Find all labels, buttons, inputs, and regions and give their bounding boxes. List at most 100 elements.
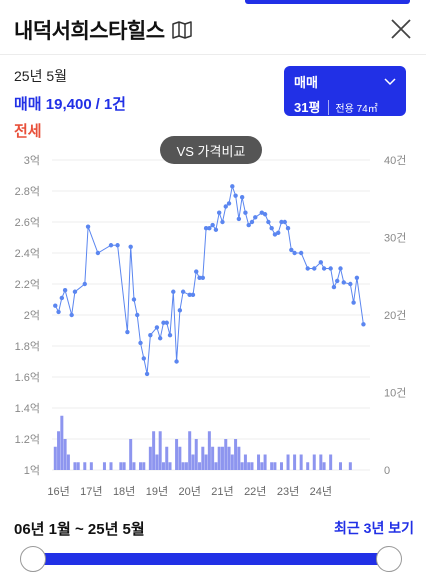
price-point xyxy=(210,222,215,228)
price-point xyxy=(226,201,232,206)
volume-bar xyxy=(214,462,218,470)
price-point xyxy=(125,329,130,335)
price-point xyxy=(161,320,166,325)
price-point xyxy=(246,222,251,228)
volume-bar xyxy=(129,439,133,470)
price-point xyxy=(249,219,255,225)
y-left-tick-label: 1.2억 xyxy=(15,433,40,446)
volume-bar xyxy=(175,439,179,470)
volume-bar xyxy=(155,454,159,470)
price-point xyxy=(220,219,225,225)
volume-bar xyxy=(270,462,274,470)
price-point xyxy=(285,226,291,231)
volume-bar xyxy=(322,462,326,470)
map-icon[interactable] xyxy=(171,21,192,39)
selected-date: 25년 5월 xyxy=(14,68,68,84)
volume-bar xyxy=(60,415,64,470)
price-point xyxy=(233,193,238,198)
price-point xyxy=(53,303,58,308)
volume-bar xyxy=(57,431,61,470)
vs-compare-button[interactable]: VS 가격비교 xyxy=(160,136,262,164)
price-point xyxy=(276,230,281,236)
price-point xyxy=(187,292,192,298)
area-type-selector[interactable]: 매매 31평 전용 74㎡ xyxy=(284,66,406,116)
price-point xyxy=(341,280,346,285)
range-slider-start-handle[interactable] xyxy=(20,546,46,572)
range-slider-track[interactable] xyxy=(32,553,388,565)
volume-bar xyxy=(348,462,352,470)
y-left-tick-label: 1.6억 xyxy=(15,371,40,384)
price-point xyxy=(259,210,265,215)
price-point xyxy=(272,232,278,237)
y-left-tick-label: 1.8억 xyxy=(15,340,40,353)
volume-bar xyxy=(76,462,80,470)
price-point xyxy=(164,320,169,325)
volume-bar xyxy=(89,462,93,470)
price-point xyxy=(239,195,245,200)
volume-bar xyxy=(260,462,264,470)
volume-bar xyxy=(119,462,123,470)
jeonse-toggle[interactable]: 전세 xyxy=(14,123,42,140)
price-point xyxy=(289,247,294,253)
price-point xyxy=(138,340,143,346)
volume-bar xyxy=(184,462,188,470)
price-point xyxy=(312,266,317,271)
volume-bar xyxy=(161,462,165,470)
volume-bar xyxy=(139,462,143,470)
price-point xyxy=(230,184,235,189)
price-value: 19,400 xyxy=(45,96,92,113)
volume-bar xyxy=(132,462,136,470)
volume-bar xyxy=(217,446,221,470)
price-point xyxy=(328,266,333,271)
volume-bar xyxy=(102,462,106,470)
volume-bar xyxy=(201,446,205,470)
volume-bar xyxy=(73,462,77,470)
price-point xyxy=(180,289,186,294)
volume-bar xyxy=(293,454,297,470)
price-point xyxy=(321,266,327,271)
price-point xyxy=(62,288,68,293)
volume-bar xyxy=(237,446,241,470)
volume-bar xyxy=(230,454,234,470)
recent-3-years-link[interactable]: 최근 3년 보기 xyxy=(334,520,414,536)
volume-bar xyxy=(207,431,211,470)
volume-bar xyxy=(211,446,215,470)
y-left-tick-label: 2억 xyxy=(24,309,40,322)
price-point xyxy=(108,243,114,248)
price-point xyxy=(157,336,163,341)
y-right-tick-label: 20건 xyxy=(384,309,406,322)
volume-bar xyxy=(250,462,254,470)
range-slider-end-handle[interactable] xyxy=(376,546,402,572)
volume-bar xyxy=(234,439,238,470)
volume-bar xyxy=(286,454,290,470)
volume-bar xyxy=(168,462,172,470)
price-summary: 매매 19,400/1건 xyxy=(14,96,126,113)
y-right-tick-label: 10건 xyxy=(384,387,406,400)
y-right-tick-label: 30건 xyxy=(384,232,406,245)
volume-bar xyxy=(319,454,323,470)
y-left-tick-label: 1.4억 xyxy=(15,402,40,415)
close-icon[interactable] xyxy=(388,16,414,42)
price-chart[interactable]: 3억 2.8억 2.6억 2.4억 2.2억 2억 1.8억 1.6억 1.4억 1.2억 1억 40… xyxy=(0,148,426,508)
volume-bar xyxy=(165,446,169,470)
x-tick-label: 18년 xyxy=(113,485,135,498)
x-tick-label: 23년 xyxy=(277,485,299,498)
volume-bar xyxy=(263,454,267,470)
y-left-tick-label: 2.2억 xyxy=(15,278,40,291)
price-point xyxy=(266,219,271,225)
y-left-tick-label: 3억 xyxy=(24,154,40,167)
volume-bar xyxy=(191,454,195,470)
price-point xyxy=(361,322,366,327)
volume-bar xyxy=(188,431,192,470)
volume-bar xyxy=(279,462,283,470)
volume-bar xyxy=(83,462,87,470)
volume-bar xyxy=(122,462,126,470)
price-point xyxy=(82,281,87,287)
x-tick-label: 19년 xyxy=(146,485,168,498)
price-point xyxy=(351,300,356,305)
price-point xyxy=(95,250,101,256)
date-range-label: 06년 1월 ~ 25년 5월 xyxy=(14,521,145,538)
x-tick-label: 20년 xyxy=(179,485,201,498)
price-point xyxy=(216,210,222,215)
volume-bar xyxy=(204,454,208,470)
